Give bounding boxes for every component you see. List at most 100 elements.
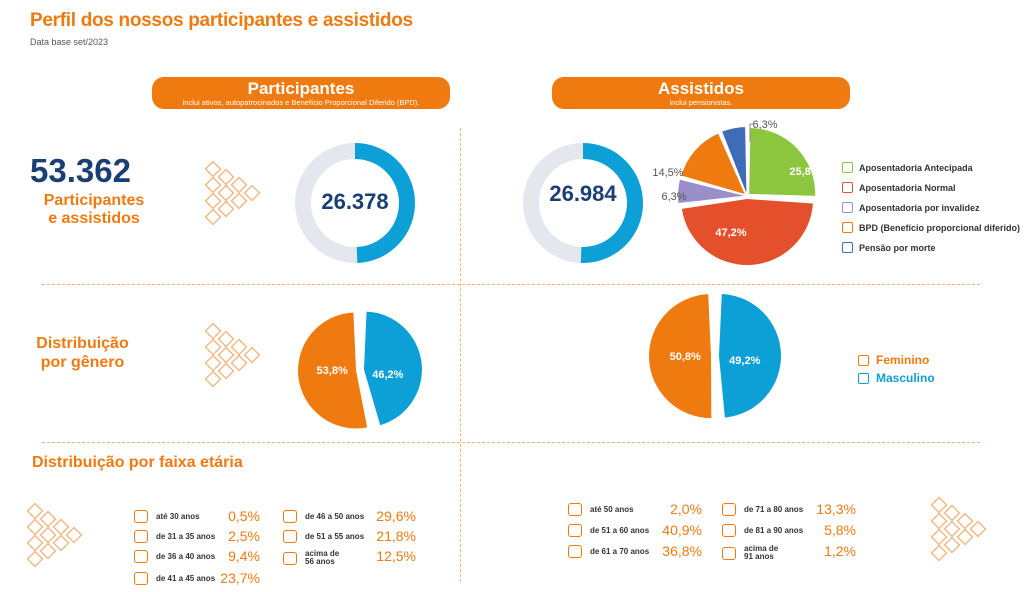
participantes-title: Participantes	[247, 79, 355, 98]
age-range-checkbox	[568, 524, 582, 537]
genero-label-line1: Distribuição	[36, 335, 129, 352]
diamond-shape	[52, 518, 70, 536]
diamond-shape	[204, 354, 222, 372]
diamond-shape	[956, 528, 974, 546]
diamond-shape	[943, 504, 961, 522]
diamond-shape	[204, 208, 222, 226]
age-range-value: 2,5%	[228, 528, 260, 544]
participantes-donut-chart	[295, 143, 415, 263]
legend-label: Aposentadoria Antecipada	[859, 162, 973, 173]
pie-data-label: 14,5%	[652, 167, 683, 179]
diamond-shape	[204, 338, 222, 356]
age-range-label: de 61 a 70 anos	[590, 546, 650, 556]
total-value: 53.362	[30, 152, 131, 189]
total-label-line1: Participantes	[43, 192, 145, 209]
page-title: Perfil dos nossos participantes e assist…	[30, 10, 413, 31]
pie-data-label: 50,8%	[670, 351, 701, 363]
legend-label: Aposentadoria Normal	[859, 182, 956, 193]
age-range-item: de 81 a 90 anos	[722, 524, 803, 537]
legend-swatch	[842, 222, 853, 233]
donut-arc	[354, 143, 415, 263]
diamond-shape	[943, 520, 961, 538]
age-range-label: até 30 anos	[156, 511, 200, 521]
legend-item: Aposentadoria por invalidez	[842, 202, 980, 213]
legend-swatch	[858, 372, 869, 384]
legend-swatch	[842, 162, 853, 173]
legend-feminino: Feminino	[858, 353, 929, 367]
diamond-shape	[26, 518, 44, 536]
age-range-checkbox	[722, 524, 736, 537]
legend-label: Aposentadoria por invalidez	[859, 202, 980, 213]
participantes-header: Participantes inclui ativos, autopatroci…	[152, 77, 450, 109]
diamond-shape	[930, 512, 948, 530]
participantes-total-value: 26.378	[321, 189, 389, 214]
diamond-shape	[26, 534, 44, 552]
age-range-item: de 46 a 50 anos	[283, 510, 364, 523]
total-label: Participantes e assistidos	[30, 192, 158, 228]
legend-masculino: Masculino	[858, 371, 935, 385]
pie-data-label: 6,3%	[661, 191, 686, 203]
pie-slice-masculino	[363, 311, 422, 426]
pie-data-label: 47,2%	[715, 227, 746, 239]
diamond-shape	[204, 322, 222, 340]
age-range-label: de 51 a 60 anos	[590, 525, 650, 535]
genero-label: Distribuição por gênero	[30, 334, 135, 372]
age-range-item: de 36 a 40 anos	[134, 550, 215, 563]
age-range-value: 12,5%	[376, 548, 416, 564]
age-range-item: de 71 a 80 anos	[722, 503, 803, 516]
diamond-shape	[969, 520, 987, 538]
age-range-value: 5,8%	[824, 522, 856, 538]
age-range-value: 23,7%	[220, 570, 260, 586]
pie-data-label: 46,2%	[372, 369, 403, 381]
diamond-shape	[217, 168, 235, 186]
legend-swatch	[842, 182, 853, 193]
age-range-label: acima de 56 anos	[305, 549, 340, 566]
legend-item: Aposentadoria Normal	[842, 182, 956, 193]
age-range-label: acima de 91 anos	[744, 544, 779, 561]
pie-data-label: 49,2%	[729, 355, 760, 367]
pie-slice	[722, 127, 747, 194]
diamond-pattern-icon	[204, 322, 261, 388]
age-range-item: de 51 a 55 anos	[283, 530, 364, 543]
age-range-checkbox	[568, 545, 582, 558]
legend-label: BPD (Benefício proporcional diferido)	[859, 222, 1021, 233]
genero-label-line2: por gênero	[40, 354, 125, 371]
divider-vertical	[460, 128, 461, 582]
diamond-shape	[930, 544, 948, 562]
assistidos-tipo-pie-chart: 25,8% 47,2% 6,3% 14,5% 6,3%	[652, 119, 821, 265]
legend-swatch	[842, 242, 853, 253]
diamond-shape	[204, 176, 222, 194]
pie-slice	[749, 127, 816, 196]
age-range-checkbox	[722, 503, 736, 516]
age-range-value: 29,6%	[376, 508, 416, 524]
diamond-shape	[230, 338, 248, 356]
diamond-shape	[243, 184, 261, 202]
diamond-shape	[26, 550, 44, 568]
diamond-shape	[26, 502, 44, 520]
age-range-item: acima de 91 anos	[722, 545, 778, 561]
age-range-checkbox	[283, 530, 297, 543]
pie-slice	[681, 133, 745, 195]
diamond-pattern-icon	[930, 496, 987, 562]
diamond-shape	[39, 510, 57, 528]
participantes-note: inclui ativos, autopatrocinados e Benefí…	[182, 98, 420, 107]
diamond-shape	[230, 354, 248, 372]
age-range-label: de 36 a 40 anos	[156, 551, 216, 561]
diamond-shape	[217, 330, 235, 348]
age-range-label: de 41 a 45 anos	[156, 573, 216, 583]
age-range-label: de 71 a 80 anos	[744, 504, 804, 514]
age-range-item: de 61 a 70 anos	[568, 545, 649, 558]
diamond-pattern-icon	[204, 160, 261, 226]
diamond-shape	[217, 362, 235, 380]
age-range-value: 1,2%	[824, 543, 856, 559]
assistidos-title: Assistidos	[658, 79, 744, 98]
age-range-label: de 46 a 50 anos	[305, 511, 365, 521]
age-range-checkbox	[134, 550, 148, 563]
age-range-value: 2,0%	[670, 501, 702, 517]
diamond-shape	[204, 192, 222, 210]
diamond-pattern-icon	[26, 502, 83, 568]
diamond-shape	[243, 346, 261, 364]
pie-data-label: 25,8%	[789, 166, 820, 178]
diamond-shape	[217, 200, 235, 218]
age-range-checkbox	[283, 551, 297, 565]
